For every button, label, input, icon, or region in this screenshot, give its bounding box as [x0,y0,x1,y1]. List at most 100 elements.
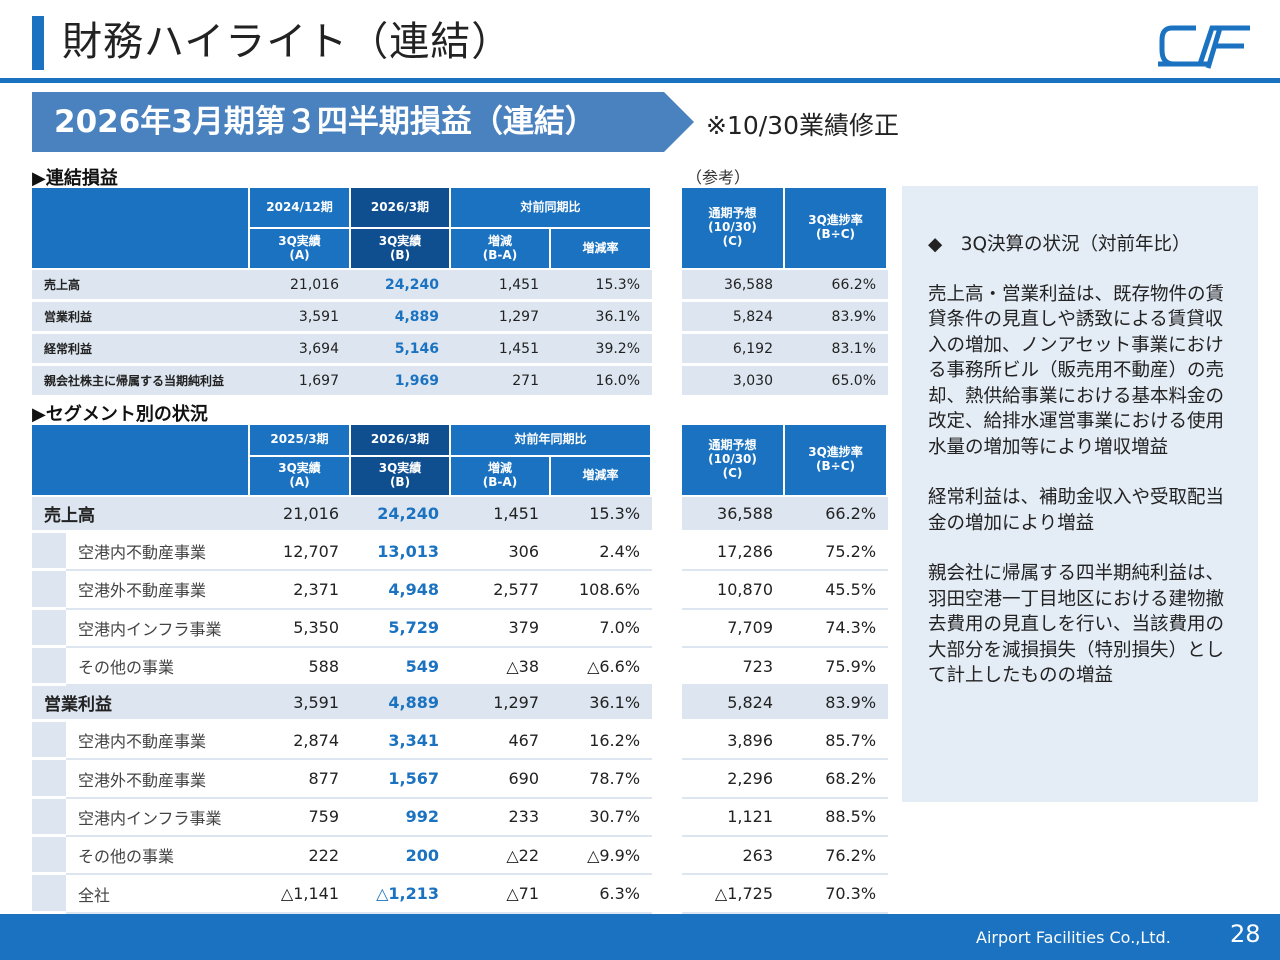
footer-company-name: Airport Facilities Co.,Ltd. [976,928,1171,947]
value-diff: 271 [451,366,551,398]
value-diff: 1,297 [451,686,551,723]
value-rate: 36.1% [551,302,653,334]
value-rate: 6.3% [551,875,653,914]
header-period-b: 2026/3期 [351,188,451,229]
value-progress: 83.9% [785,302,889,334]
value-diff: 2,577 [451,571,551,610]
banner-title: 2026年3月期第３四半期損益（連結） [54,104,596,140]
header-rule [0,78,1280,83]
value-forecast: 5,824 [682,302,786,334]
value-a: 3,591 [250,686,351,723]
header-rate: 増減率 [551,457,653,497]
value-b: 3,341 [351,722,451,761]
table-row: 空港内不動産事業 12,707 13,013 306 2.4% 17,286 75.2% [32,533,889,572]
company-logo-icon [1158,25,1250,69]
title-accent-bar [32,16,44,70]
header-progress: 3Q進捗率 (B÷C) [785,425,889,497]
row-indent [32,837,66,876]
value-diff: 379 [451,609,551,648]
value-forecast: 6,192 [682,334,786,366]
header-progress: 3Q進捗率 (B÷C) [785,188,889,270]
value-diff: 690 [451,760,551,799]
value-progress: 76.2% [785,837,889,876]
value-b: 4,889 [351,302,451,334]
value-rate: 108.6% [551,571,653,610]
commentary-paragraph: 親会社に帰属する四半期純利益は、羽田空港一丁目地区における建物撤去費用の見直しを… [928,563,1225,686]
row-indent [32,533,66,572]
value-a: 21,016 [250,270,351,302]
row-label: 親会社株主に帰属する当期純利益 [32,366,250,398]
commentary-heading: ◆ 3Q決算の状況（対前年比） [928,234,1191,255]
row-label: 空港内不動産事業 [66,722,250,761]
value-diff: 1,451 [451,270,551,302]
value-forecast: 5,824 [682,686,786,723]
table-row: 営業利益 3,591 4,889 1,297 36.1% 5,824 83.9% [32,302,889,334]
table-row: 全社 △1,141 △1,213 △71 6.3% △1,725 70.3% [32,875,889,914]
value-rate: 7.0% [551,609,653,648]
row-label: 空港外不動産事業 [66,571,250,610]
revision-note: ※10/30業績修正 [706,111,899,140]
value-b: 549 [351,647,451,687]
row-label: 空港内インフラ事業 [66,609,250,648]
header-period-b: 2026/3期 [351,425,451,457]
value-progress: 85.7% [785,722,889,761]
header-yoy: 対前同期比 [451,188,653,229]
table-row-total: 売上高 21,016 24,240 1,451 15.3% 36,588 66.2% [32,497,889,533]
value-forecast: 723 [682,647,786,687]
segment-table: 2025/3期 2026/3期 対前年同期比 通期予想 (10/30) (C) … [32,425,889,914]
header-forecast: 通期予想 (10/30) (C) [682,425,786,497]
value-progress: 75.2% [785,533,889,572]
value-rate: 36.1% [551,686,653,723]
row-label: 営業利益 [32,302,250,334]
row-label: 売上高 [32,497,250,533]
header-actual-a: 3Q実績 (A) [250,229,351,270]
value-forecast: 36,588 [682,497,786,533]
commentary-paragraph: 売上高・営業利益は、既存物件の賃貸条件の見直しや誘致による賃貸収入の増加、ノンア… [928,283,1225,458]
row-indent [32,875,66,914]
row-indent [32,760,66,799]
value-diff: △71 [451,875,551,914]
row-label: 全社 [66,875,250,914]
value-diff: △38 [451,647,551,687]
value-progress: 83.1% [785,334,889,366]
value-b: 200 [351,837,451,876]
value-progress: 75.9% [785,647,889,687]
header-forecast: 通期予想 (10/30) (C) [682,188,786,270]
value-b: 4,889 [351,686,451,723]
value-a: 222 [250,837,351,876]
header-period-a: 2024/12期 [250,188,351,229]
row-label: その他の事業 [66,837,250,876]
value-progress: 65.0% [785,366,889,398]
consolidated-section-label: ▶連結損益 [32,168,118,189]
value-forecast: 17,286 [682,533,786,572]
value-a: 2,874 [250,722,351,761]
row-label: 空港内不動産事業 [66,533,250,572]
header-yoy: 対前年同期比 [451,425,653,457]
segment-section-label: ▶セグメント別の状況 [32,404,208,425]
table-row: 経常利益 3,694 5,146 1,451 39.2% 6,192 83.1% [32,334,889,366]
header-blank [32,188,250,270]
table-row: 空港内不動産事業 2,874 3,341 467 16.2% 3,896 85.7% [32,722,889,761]
value-progress: 68.2% [785,760,889,799]
value-b: △1,213 [351,875,451,914]
value-progress: 45.5% [785,571,889,610]
value-b: 13,013 [351,533,451,572]
value-diff: 467 [451,722,551,761]
header-period-a: 2025/3期 [250,425,351,457]
value-progress: 66.2% [785,497,889,533]
value-a: 21,016 [250,497,351,533]
value-a: 5,350 [250,609,351,648]
value-rate: 16.2% [551,722,653,761]
header-rate: 増減率 [551,229,653,270]
reference-label: （参考） [686,168,751,187]
value-diff: △22 [451,837,551,876]
row-label: 空港内インフラ事業 [66,798,250,838]
header-actual-b: 3Q実績 (B) [351,229,451,270]
footer-bar [0,914,1280,960]
value-forecast: △1,725 [682,875,786,914]
value-a: 877 [250,760,351,799]
value-b: 1,567 [351,760,451,799]
banner-arrow-shape [32,92,694,152]
value-rate: 30.7% [551,798,653,838]
value-forecast: 3,030 [682,366,786,398]
